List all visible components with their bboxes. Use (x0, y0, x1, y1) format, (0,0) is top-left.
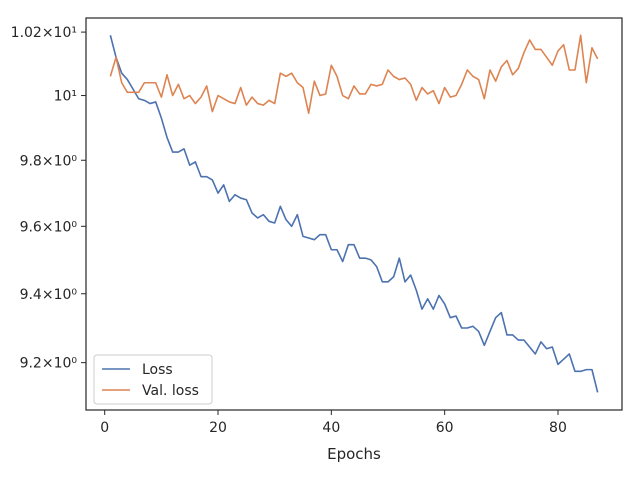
y-tick-label: 9.6×10⁰ (20, 219, 78, 235)
y-tick-label: 9.8×10⁰ (20, 153, 78, 169)
y-tick-label: 1.02×10¹ (11, 25, 77, 41)
legend-label: Val. loss (142, 383, 199, 399)
x-tick-label: 20 (209, 420, 227, 436)
y-axis: 9.2×10⁰ 9.4×10⁰ 9.6×10⁰ 9.8×10⁰ 10¹ 1.02×10¹ (11, 25, 86, 372)
legend: Loss Val. loss (93, 354, 213, 405)
y-tick-label: 10¹ (54, 89, 77, 105)
series-line-loss (109, 35, 599, 393)
plot-frame (85, 17, 623, 411)
plot-lines (109, 34, 599, 393)
x-tick-label: 80 (549, 420, 567, 436)
x-tick-label: 0 (100, 420, 109, 436)
x-tick-label: 60 (436, 420, 454, 436)
y-tick-label: 9.4×10⁰ (20, 287, 78, 303)
series-line-val-loss (109, 34, 599, 115)
y-tick-label: 9.2×10⁰ (20, 356, 78, 372)
x-axis-label: Epochs (327, 445, 381, 463)
x-axis: 0 20 40 60 80 (100, 410, 567, 436)
x-tick-label: 40 (322, 420, 340, 436)
legend-box (93, 354, 213, 405)
legend-label: Loss (142, 362, 173, 378)
